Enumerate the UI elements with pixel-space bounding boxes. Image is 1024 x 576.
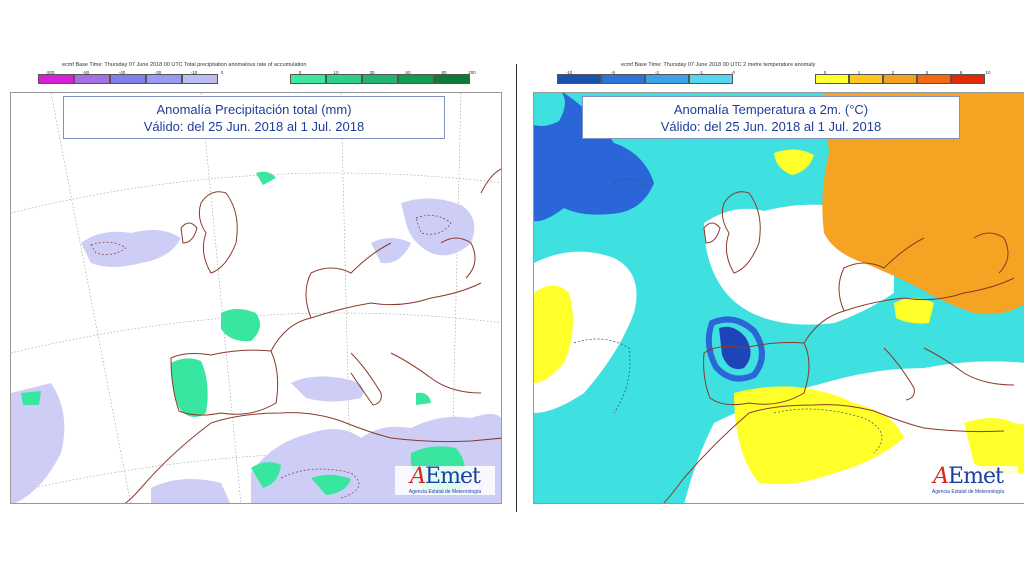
aemet-logo-mark-a: A bbox=[933, 464, 949, 489]
scale-tick: -40 bbox=[118, 70, 126, 75]
scale-tick: 200 bbox=[468, 70, 476, 75]
temperature-negative-color-scale bbox=[557, 74, 733, 84]
scale-tick: -10 bbox=[565, 70, 573, 75]
scale-tick: -5 bbox=[610, 70, 615, 75]
temperature-validity: Válido: del 25 Jun. 2018 al 1 Jul. 2018 bbox=[660, 119, 882, 134]
strong-cold-anomaly-spot bbox=[719, 326, 751, 370]
scale-tick: -30 bbox=[154, 70, 162, 75]
coastlines bbox=[663, 191, 1015, 503]
scale-tick: 0 bbox=[823, 70, 827, 75]
scale-tick: 8 bbox=[959, 70, 963, 75]
precipitation-validity: Válido: del 25 Jun. 2018 al 1 Jul. 2018 bbox=[143, 119, 365, 134]
color-scale-swatch bbox=[434, 74, 470, 84]
color-scale-swatch bbox=[815, 74, 849, 84]
scale-tick: 5 bbox=[925, 70, 929, 75]
temperature-anomaly-map: Anomalía Temperatura a 2m. (°C) Válido: … bbox=[533, 92, 1024, 504]
precipitation-legend-header: ecmf Base Time: Thursday 07 June 2018 00… bbox=[10, 60, 502, 90]
color-scale-swatch bbox=[689, 74, 733, 84]
color-scale-swatch bbox=[557, 74, 601, 84]
color-scale-swatch bbox=[883, 74, 917, 84]
precipitation-positive-scale-ticks: 0 10 30 60 80 200 bbox=[282, 70, 482, 75]
color-scale-swatch bbox=[290, 74, 326, 84]
aemet-logo: AEmet Agencia Estatal de Meteorología bbox=[918, 466, 1018, 495]
scale-tick: 0 bbox=[220, 70, 224, 75]
color-scale-swatch bbox=[398, 74, 434, 84]
temperature-positive-color-scale bbox=[815, 74, 985, 84]
aemet-logo-subtitle: Agencia Estatal de Meteorología bbox=[408, 489, 482, 495]
temperature-legend-header: ecmf Base Time: Thursday 07 June 2018 00… bbox=[533, 60, 1024, 90]
hot-anomaly-area bbox=[822, 93, 1024, 315]
anomaly-contours bbox=[90, 215, 452, 499]
color-scale-swatch bbox=[362, 74, 398, 84]
precipitation-negative-scale-ticks: -200 -80 -40 -30 -10 0 bbox=[32, 70, 232, 75]
scale-tick: -1 bbox=[698, 70, 703, 75]
cool-anomaly-corner bbox=[534, 93, 565, 126]
color-scale-swatch bbox=[326, 74, 362, 84]
anomaly-contours bbox=[573, 178, 883, 454]
temperature-positive-scale-ticks: 0 1 2 5 8 10 bbox=[808, 70, 998, 75]
warm-anomaly-areas bbox=[534, 149, 1024, 485]
color-scale-swatch bbox=[917, 74, 951, 84]
color-scale-swatch bbox=[601, 74, 645, 84]
color-scale-swatch bbox=[146, 74, 182, 84]
scale-tick: 1 bbox=[857, 70, 861, 75]
color-scale-swatch bbox=[110, 74, 146, 84]
scale-tick: -200 bbox=[45, 70, 55, 75]
temperature-negative-scale-ticks: -10 -5 -2 -1 -0 bbox=[547, 70, 743, 75]
aemet-logo-mark: Emet bbox=[425, 464, 481, 489]
aemet-logo-subtitle: Agencia Estatal de Meteorología bbox=[931, 489, 1005, 495]
aemet-logo-mark-a: A bbox=[410, 464, 426, 489]
precipitation-title: Anomalía Precipitación total (mm) bbox=[156, 102, 352, 117]
scale-tick: -80 bbox=[82, 70, 90, 75]
cold-anomaly-ring bbox=[705, 316, 765, 382]
scale-tick: 10 bbox=[333, 70, 339, 75]
scale-tick: -2 bbox=[654, 70, 659, 75]
color-scale-swatch bbox=[849, 74, 883, 84]
scale-tick: 80 bbox=[441, 70, 447, 75]
cold-anomaly-area bbox=[534, 93, 654, 222]
aemet-logo-mark: Emet bbox=[948, 464, 1004, 489]
scale-tick: 30 bbox=[369, 70, 375, 75]
color-scale-swatch bbox=[182, 74, 218, 84]
precipitation-header-caption: ecmf Base Time: Thursday 07 June 2018 00… bbox=[62, 62, 307, 68]
precipitation-negative-color-scale bbox=[38, 74, 218, 84]
precipitation-anomaly-map: Anomalía Precipitación total (mm) Válido… bbox=[10, 92, 502, 504]
temperature-title-box: Anomalía Temperatura a 2m. (°C) Válido: … bbox=[582, 96, 960, 139]
scale-tick: 2 bbox=[891, 70, 895, 75]
temperature-header-caption: ecmf Base Time: Thursday 07 June 2018 00… bbox=[621, 62, 816, 68]
coastlines bbox=[124, 168, 501, 503]
temperature-map-graphic bbox=[534, 93, 1024, 503]
precipitation-title-box: Anomalía Precipitación total (mm) Válido… bbox=[63, 96, 445, 139]
color-scale-swatch bbox=[74, 74, 110, 84]
scale-tick: 0 bbox=[298, 70, 302, 75]
color-scale-swatch bbox=[645, 74, 689, 84]
temperature-anomaly-panel: ecmf Base Time: Thursday 07 June 2018 00… bbox=[533, 60, 1024, 510]
scale-tick: -10 bbox=[190, 70, 198, 75]
aemet-logo: AEmet Agencia Estatal de Meteorología bbox=[395, 466, 495, 495]
scale-tick: -0 bbox=[730, 70, 735, 75]
scale-tick: 10 bbox=[985, 70, 991, 75]
color-scale-swatch bbox=[38, 74, 74, 84]
scale-tick: 60 bbox=[405, 70, 411, 75]
precipitation-positive-color-scale bbox=[290, 74, 470, 84]
panel-divider bbox=[516, 64, 517, 512]
temperature-title: Anomalía Temperatura a 2m. (°C) bbox=[673, 102, 869, 117]
precipitation-anomaly-panel: ecmf Base Time: Thursday 07 June 2018 00… bbox=[10, 60, 502, 510]
color-scale-swatch bbox=[951, 74, 985, 84]
precipitation-map-graphic bbox=[11, 93, 501, 503]
